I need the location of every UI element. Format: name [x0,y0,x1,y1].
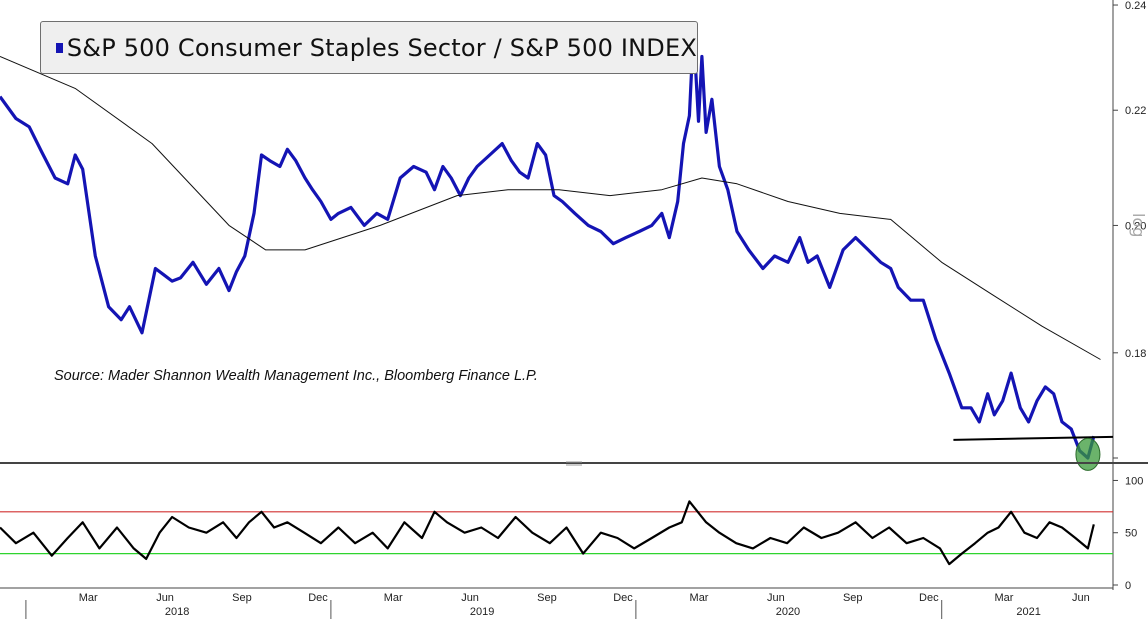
annotations [953,435,1114,471]
x-year-label: 2018 [165,606,189,618]
x-month-label: Dec [613,592,633,604]
main-y-axis: 0.18 0.20 0.22 0.24 [1113,0,1146,459]
x-month-label: Mar [690,592,709,604]
y-tick-label: 0.20 [1125,220,1146,232]
osc-y-tick-label: 0 [1125,580,1131,592]
x-month-label: Jun [461,592,479,604]
osc-y-tick-label: 100 [1125,475,1143,487]
x-month-label: Mar [79,592,98,604]
osc-y-tick-label: 50 [1125,528,1137,540]
ratio-series-line [0,28,1096,460]
y-tick-label: 0.18 [1125,348,1146,360]
support-line [953,435,1114,441]
main-series-group [0,28,1101,460]
x-month-label: Dec [308,592,328,604]
source-note: Source: Mader Shannon Wealth Management … [54,368,538,384]
x-axis: Mar Jun Sep Dec Mar Jun Sep Dec Mar Jun Sep Dec Mar J… [0,587,1113,619]
scale-label: log [1129,212,1148,238]
oscillator-line [0,500,1095,566]
x-month-label: Mar [995,592,1014,604]
x-month-label: Mar [384,592,403,604]
x-year-label: 2019 [470,606,494,618]
x-year-label: 2020 [776,606,800,618]
y-tick-label: 0.22 [1125,105,1146,117]
x-month-label: Sep [843,592,863,604]
moving-average-line [0,56,1101,360]
x-month-label: Jun [1072,592,1090,604]
x-month-label: Jun [156,592,174,604]
y-tick-label: 0.24 [1125,0,1146,12]
x-month-label: Jun [767,592,785,604]
oscillator-series-group [0,500,1095,566]
x-month-label: Dec [919,592,939,604]
oscillator-reference-lines [0,511,1113,555]
legend[interactable]: S&P 500 Consumer Staples Sector / S&P 50… [40,21,698,74]
x-month-label: Sep [232,592,252,604]
legend-label: S&P 500 Consumer Staples Sector / S&P 50… [66,33,697,62]
oscillator-y-axis: 0 50 100 [1113,475,1143,592]
highlight-circle [1075,437,1101,471]
x-year-label: 2021 [1016,606,1040,618]
legend-swatch [56,42,63,53]
x-month-label: Sep [537,592,557,604]
panel-divider[interactable] [0,461,1148,466]
